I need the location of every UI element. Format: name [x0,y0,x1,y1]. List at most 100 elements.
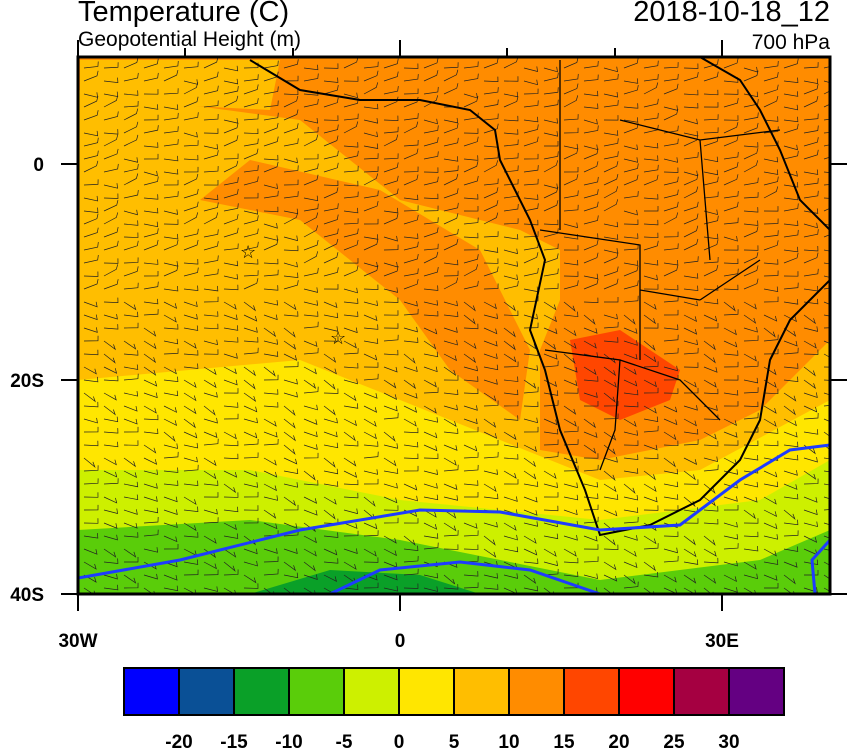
wind-barb [523,194,539,200]
wind-barb [343,265,359,277]
wind-barb [683,518,699,524]
wind-barb [363,284,379,290]
colorbar-label: -5 [336,732,353,750]
wind-barb [343,561,357,570]
wind-barb [783,150,799,160]
wind-barb [83,366,97,375]
wind-barb [463,464,479,472]
wind-barb [623,191,639,199]
wind-barb [363,190,379,199]
wind-barb [103,496,118,504]
wind-barb [623,327,638,334]
wind-barb [203,128,219,134]
wind-barb [363,61,379,69]
wind-barb [203,517,219,524]
wind-barb [363,418,377,427]
wind-barb [183,301,198,308]
wind-barb [103,416,119,423]
wind-barb [143,573,158,580]
wind-barb [423,193,439,200]
wind-barb [143,270,159,277]
wind-barb [483,113,499,121]
wind-barb [523,165,539,173]
wind-barb [823,207,830,212]
wind-barb [703,239,719,251]
wind-barb [683,103,699,109]
wind-barb [723,440,739,446]
wind-barb [703,169,719,176]
wind-barb [783,392,797,402]
wind-barb [443,213,459,225]
wind-barb [303,444,318,450]
wind-barb [443,522,457,532]
wind-barb [823,340,830,344]
wind-barb [763,60,779,69]
wind-barb [283,272,299,278]
wind-barb [543,560,558,567]
wind-barb [723,401,739,407]
wind-barb [483,313,498,319]
wind-barb [223,118,239,124]
wind-barb [83,349,99,356]
wind-barb [143,414,159,421]
wind-barb [783,271,799,277]
wind-barb [663,176,679,186]
wind-barb [743,481,759,488]
wind-barb [183,464,199,472]
wind-barb [563,379,578,387]
wind-barb [443,123,459,134]
colorbar-label: 20 [608,732,629,750]
wind-barb [323,284,339,290]
wind-barb [783,123,799,134]
wind-barb [143,392,158,399]
wind-barb [823,418,830,422]
wind-barb [563,340,577,350]
wind-barb [743,314,757,324]
wind-barb [763,379,777,388]
wind-barb [83,478,99,485]
wind-barb [363,392,378,399]
wind-barb [123,163,139,173]
wind-barb [203,202,219,212]
wind-barb [343,207,359,214]
wind-barb [143,239,159,251]
wind-barb [123,220,139,226]
valid-time: 2018-10-18_12 [633,0,830,28]
wind-barb [403,113,419,121]
wind-barb [523,457,537,468]
wind-barb [303,153,319,160]
wind-barb [603,366,617,377]
wind-barb [383,548,397,557]
wind-barb [423,542,439,550]
wind-barb [443,202,459,212]
wind-barb [603,400,619,407]
wind-barb [683,587,697,594]
wind-barb [763,548,777,557]
wind-barb [763,428,779,434]
wind-barb [783,376,799,383]
wind-barb [443,389,459,396]
wind-barb [723,151,739,160]
wind-barb [123,232,139,238]
wind-barb [423,431,438,439]
wind-barb [103,313,118,320]
wind-barb [643,379,657,388]
wind-barb [403,583,419,589]
wind-barb [103,279,119,290]
wind-barb [803,509,818,516]
wind-barb [503,546,519,553]
wind-barb [503,178,519,186]
wind-barb [223,483,237,494]
wind-barb [603,138,619,147]
wind-barb [243,270,259,277]
wind-barb [143,379,158,387]
wind-barb [203,561,217,570]
wind-barb [443,366,457,376]
wind-barb [803,62,819,69]
wind-barb [743,112,759,121]
wind-barb [343,457,357,467]
wind-barb [123,240,139,251]
wind-barb [723,57,739,69]
wind-barb [463,388,479,394]
wind-barb [203,311,219,317]
